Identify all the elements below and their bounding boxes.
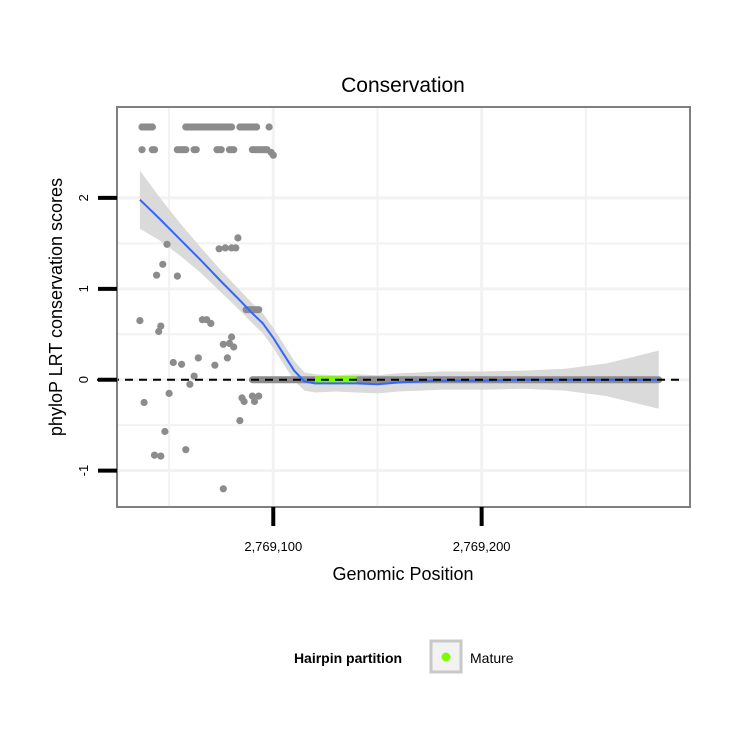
score-point — [182, 146, 190, 154]
score-point — [169, 358, 177, 367]
score-point — [236, 417, 244, 425]
score-point — [207, 319, 215, 327]
x-tick-label: 2,769,100 — [244, 539, 302, 554]
panel-border — [116, 106, 691, 508]
score-point — [178, 360, 186, 368]
panel-background — [117, 107, 690, 507]
legend-key-mature-dot — [441, 652, 451, 662]
score-point — [157, 452, 165, 460]
chart-title: Conservation — [341, 74, 465, 97]
score-point — [223, 354, 231, 362]
score-point — [265, 123, 273, 131]
score-point — [219, 485, 227, 493]
x-axis: 2,769,100 2,769,200 — [244, 507, 511, 554]
score-point — [240, 397, 248, 406]
y-tick-label: -1 — [76, 465, 91, 477]
y-tick-label: 2 — [76, 194, 91, 201]
y-tick-label: 0 — [76, 376, 91, 383]
score-point — [159, 260, 167, 268]
score-point — [255, 306, 263, 314]
score-point — [228, 333, 236, 341]
score-point — [136, 317, 144, 325]
score-point — [230, 146, 238, 154]
score-point — [165, 389, 173, 397]
score-point — [221, 244, 229, 252]
score-point — [253, 123, 261, 131]
score-point — [150, 146, 159, 154]
score-point — [155, 327, 163, 336]
score-point — [255, 392, 263, 400]
score-point — [269, 151, 277, 159]
score-point — [232, 244, 240, 252]
x-tick-label: 2,769,200 — [453, 539, 511, 554]
score-point — [250, 397, 259, 406]
smooth-line-layer — [139, 198, 659, 386]
smooth-line — [139, 198, 659, 386]
score-point — [140, 398, 148, 407]
score-point — [248, 392, 256, 400]
score-point — [163, 240, 171, 248]
score-point — [148, 123, 156, 131]
score-point — [230, 343, 238, 351]
plot-panel — [97, 106, 691, 508]
score-point — [219, 340, 227, 348]
score-point — [186, 380, 194, 388]
x-axis-label: Genomic Position — [332, 564, 473, 584]
legend-title: Hairpin partition — [294, 650, 402, 666]
score-point — [228, 123, 236, 131]
score-point — [182, 446, 190, 454]
y-axis: -1 0 1 2 — [76, 194, 117, 476]
score-point — [211, 361, 219, 369]
y-axis-label: phyloP LRT conservation scores — [46, 178, 66, 436]
score-point — [150, 451, 159, 459]
score-point — [138, 146, 146, 154]
score-point — [194, 354, 202, 362]
score-point — [217, 146, 225, 154]
score-point — [192, 146, 200, 154]
confidence-ribbon-layer — [139, 170, 659, 409]
score-point — [153, 271, 161, 279]
score-point — [161, 427, 169, 436]
score-point — [190, 372, 198, 380]
confidence-ribbon — [139, 170, 659, 409]
y-tick-label: 1 — [76, 285, 91, 292]
legend-item-mature-label: Mature — [470, 650, 514, 666]
legend: Hairpin partition Mature — [294, 639, 514, 674]
score-point — [157, 322, 165, 330]
score-point — [234, 234, 242, 242]
score-point — [215, 245, 223, 253]
score-point — [173, 272, 181, 280]
